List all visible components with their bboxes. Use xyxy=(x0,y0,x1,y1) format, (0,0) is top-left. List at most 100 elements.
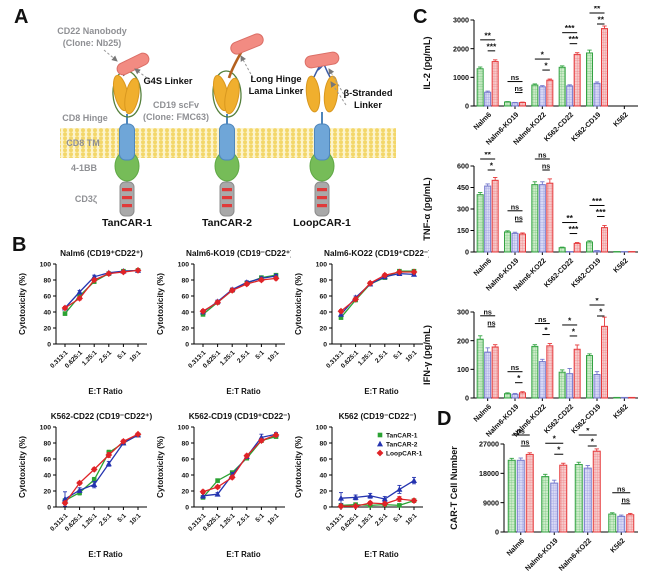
cytotoxicity-chart-nalm6-ko22: Nalm6-KO22 (CD19⁺CD22⁻) Cytotoxicity (%) 0… xyxy=(292,246,431,409)
data-point xyxy=(258,434,265,440)
cd22-nanobody-clone-label: (Clone: Nb25) xyxy=(63,38,122,48)
category-label: K562-CD19 xyxy=(569,256,602,289)
cd3zeta-label: CD3ζ xyxy=(75,194,97,204)
y-tick-label: 300 xyxy=(457,308,469,317)
data-point xyxy=(214,299,221,306)
cd3zeta-itams xyxy=(222,188,232,208)
line-chart: Nalm6 (CD19⁺CD22⁺) Cytotoxicity (%) 0 20 40 6… xyxy=(18,249,147,396)
line-chart: Nalm6-KO22 (CD19⁺CD22⁻) Cytotoxicity (%) 0… xyxy=(294,249,431,396)
bar xyxy=(573,53,581,107)
bar xyxy=(566,373,574,399)
sig-label: * xyxy=(553,434,557,444)
data-point xyxy=(228,474,236,481)
construct-name-loopcar1: LoopCAR-1 xyxy=(293,217,351,229)
y-tick-label: 20 xyxy=(43,488,51,495)
y-tick-label: 80 xyxy=(319,277,327,284)
bar xyxy=(525,453,534,533)
x-axis-label: E:T Ratio xyxy=(88,387,122,396)
cd22-nanobody-domain xyxy=(304,51,340,69)
cd19-scfv-label: CD19 scFv xyxy=(153,100,199,110)
bar xyxy=(531,345,539,399)
y-tick-label: 450 xyxy=(457,183,469,192)
bar xyxy=(491,179,499,253)
data-point xyxy=(272,275,280,282)
bar xyxy=(484,185,492,253)
bar xyxy=(593,82,601,107)
data-point xyxy=(410,497,418,504)
x-tick-label: 10:1 xyxy=(404,512,418,526)
bar xyxy=(550,482,559,533)
chart-title: Nalm6-KO22 (CD19⁺CD22⁻) xyxy=(324,249,429,258)
category-label: Nalm6-KO22 xyxy=(557,536,594,573)
panel-a-label: A xyxy=(14,6,29,28)
bar xyxy=(519,102,526,107)
data-point xyxy=(338,495,344,501)
y-tick-label: 40 xyxy=(43,309,51,316)
sig-label: ** xyxy=(484,30,491,40)
y-tick-label: 600 xyxy=(457,162,469,171)
data-point xyxy=(396,486,403,492)
sig-label: *** xyxy=(568,224,579,234)
y-tick-label: 100 xyxy=(316,424,328,431)
data-point xyxy=(397,503,402,508)
bar xyxy=(586,241,593,253)
y-axis-label: TNF-α (pg/mL) xyxy=(422,177,432,241)
legend-item: TanCAR-1 xyxy=(377,432,418,439)
cd3zeta-itams xyxy=(122,188,132,208)
data-point xyxy=(134,430,142,438)
data-point xyxy=(411,477,417,483)
bar-chart: IL-2 (pg/mL)0100020003000Nalm6Nalm6-KO19… xyxy=(422,4,638,147)
tnfa-bar-chart: TNF-α (pg/mL) 0 150 300 450 600 Nalm6 Nalm6-KO1… xyxy=(408,150,647,298)
y-tick-label: 100 xyxy=(40,424,52,431)
y-tick-label: 0 xyxy=(495,528,499,537)
legend-item: LoopCAR-1 xyxy=(376,449,423,457)
data-line xyxy=(202,275,277,313)
41bb-label: 4-1BB xyxy=(71,163,98,173)
y-tick-label: 40 xyxy=(43,472,51,479)
construct-tancar2 xyxy=(212,33,264,217)
data-point xyxy=(215,478,220,483)
category-label: K562 xyxy=(611,256,630,275)
y-axis-label: Cytotoxicity (%) xyxy=(18,273,27,335)
sig-label: ns xyxy=(617,484,625,493)
category-label: K562 xyxy=(611,110,630,129)
chart-title: K562-CD22 (CD19⁻CD22⁺) xyxy=(51,412,153,421)
data-point xyxy=(105,460,112,467)
sig-label: * xyxy=(557,445,561,455)
construct-name-tancar1: TanCAR-1 xyxy=(102,217,152,229)
x-tick-label: 1.25:1 xyxy=(357,512,375,530)
g4s-linker-pointer xyxy=(134,68,148,79)
data-point xyxy=(243,452,251,460)
data-point xyxy=(200,492,206,499)
data-point xyxy=(337,502,345,510)
data-line xyxy=(340,499,415,507)
data-point xyxy=(62,311,68,316)
x-tick-label: 2.5:1 xyxy=(236,349,252,365)
cd8-tm-domain xyxy=(314,123,330,161)
legend-label: TanCAR-2 xyxy=(386,441,418,448)
x-tick-label: 2.5:1 xyxy=(98,349,114,365)
cd22-nanobody-label: CD22 Nanobody xyxy=(57,26,127,36)
bar xyxy=(558,371,566,399)
panel-c-charts: IL-2 (pg/mL) 0 1000 2000 3000 Nalm6 Nalm6-KO19… xyxy=(408,4,647,444)
data-point xyxy=(377,432,383,438)
sig-label: ** xyxy=(566,213,573,223)
sig-label: ns xyxy=(542,162,550,171)
bar xyxy=(573,242,581,253)
sig-label: * xyxy=(490,161,494,171)
data-point xyxy=(366,279,374,287)
data-point xyxy=(91,273,98,280)
bar xyxy=(573,348,581,399)
beta-linker-pointer xyxy=(330,81,347,106)
sig-label: * xyxy=(568,315,572,325)
y-tick-label: 0 xyxy=(47,341,51,348)
data-line xyxy=(202,433,277,497)
x-tick-label: 5:1 xyxy=(392,512,404,524)
sig-label: ns xyxy=(511,73,519,82)
cytotoxicity-chart-k562: K562 (CD19⁻CD22⁻) Cytotoxicity (%) 0 20 40 60… xyxy=(292,409,430,572)
sig-label: ns xyxy=(538,315,546,324)
bar-chart: IFN-γ (pg/mL)0100200300Nalm6Nalm6-KO19Na… xyxy=(422,296,638,439)
bar xyxy=(538,184,546,253)
cd19-scfv-vl xyxy=(224,77,240,115)
